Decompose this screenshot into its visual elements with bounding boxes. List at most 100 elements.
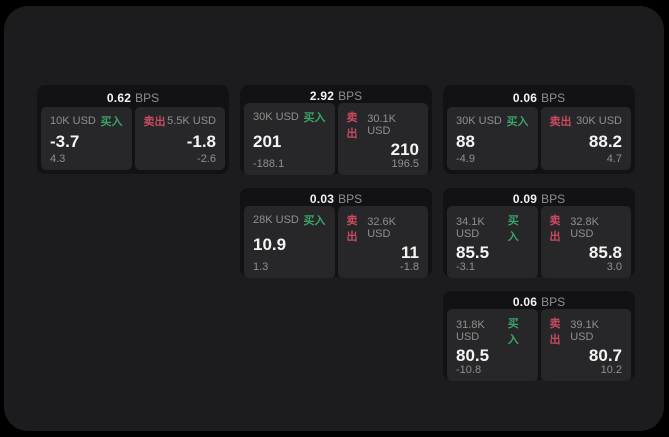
bps-unit-label: BPS: [338, 192, 363, 206]
sell-side-label: 卖出: [549, 116, 572, 128]
card-body: 34.1K USD 买入 85.5 -3.1 卖出 32.8K USD 85.8…: [447, 206, 631, 278]
buy-price: 10.9: [253, 235, 287, 254]
buy-price: -3.7: [50, 131, 80, 151]
bps-value: 0.03: [309, 192, 335, 206]
card-header: 0.06 BPS: [447, 295, 631, 309]
sell-panel[interactable]: 卖出 30.1K USD 210 196.5: [337, 103, 428, 175]
buy-amount: 31.8K USD: [456, 319, 485, 343]
buy-side-label: 买入: [507, 215, 519, 243]
buy-price: 85.5: [456, 243, 490, 262]
buy-panel[interactable]: 34.1K USD 买入 85.5 -3.1: [447, 206, 538, 278]
bps-unit-label: BPS: [541, 192, 566, 206]
buy-panel[interactable]: 31.8K USD 买入 80.5 -10.8: [447, 309, 538, 381]
buy-side-label: 买入: [303, 215, 326, 227]
sell-amount: 5.5K USD: [167, 115, 216, 127]
sell-top-row: 卖出 30K USD: [550, 113, 623, 129]
app-panel: 0.62 BPS 10K USD 买入 -3.7 4.3 卖出 5.5K USD…: [4, 6, 664, 431]
buy-change: -3.1: [456, 261, 475, 273]
quote-card: 0.09 BPS 34.1K USD 买入 85.5 -3.1 卖出 32.8K…: [443, 188, 635, 278]
sell-top-row: 卖出 39.1K USD: [550, 315, 623, 347]
buy-side-label: 买入: [507, 318, 519, 346]
sell-panel[interactable]: 卖出 39.1K USD 80.7 10.2: [540, 309, 631, 381]
quote-card: 0.06 BPS 31.8K USD 买入 80.5 -10.8 卖出 39.1…: [443, 291, 635, 381]
sell-change: -2.6: [197, 153, 216, 165]
sell-change: 3.0: [606, 261, 622, 273]
buy-price: 80.5: [456, 346, 490, 365]
quote-card: 2.92 BPS 30K USD 买入 201 -188.1 卖出 30.1K …: [240, 85, 432, 175]
card-body: 28K USD 买入 10.9 1.3 卖出 32.6K USD 11 -1.8: [244, 206, 428, 278]
buy-amount: 30K USD: [253, 111, 299, 123]
buy-side-label: 买入: [303, 112, 326, 124]
card-body: 10K USD 买入 -3.7 4.3 卖出 5.5K USD -1.8 -2.…: [41, 107, 225, 170]
quotes-grid: 0.62 BPS 10K USD 买入 -3.7 4.3 卖出 5.5K USD…: [37, 85, 635, 381]
card-header: 0.03 BPS: [244, 192, 428, 206]
sell-price: 85.8: [588, 243, 622, 262]
sell-price: 88.2: [588, 131, 622, 151]
quote-card: 0.03 BPS 28K USD 买入 10.9 1.3 卖出 32.6K US…: [240, 188, 432, 278]
sell-side-label: 卖出: [549, 318, 561, 346]
bps-value: 0.62: [106, 91, 132, 105]
sell-price: 210: [390, 140, 419, 159]
buy-side-label: 买入: [506, 116, 529, 128]
sell-panel[interactable]: 卖出 32.6K USD 11 -1.8: [337, 206, 428, 278]
sell-price: 80.7: [588, 346, 622, 365]
card-body: 30K USD 买入 201 -188.1 卖出 30.1K USD 210 1…: [244, 103, 428, 175]
bps-unit-label: BPS: [541, 91, 566, 105]
card-header: 0.62 BPS: [41, 89, 225, 107]
buy-price: 201: [253, 132, 282, 151]
sell-top-row: 卖出 5.5K USD: [144, 113, 217, 129]
buy-panel[interactable]: 10K USD 买入 -3.7 4.3: [41, 107, 132, 170]
buy-panel[interactable]: 30K USD 买入 201 -188.1: [244, 103, 335, 175]
sell-side-label: 卖出: [346, 215, 358, 243]
sell-top-row: 卖出 30.1K USD: [347, 109, 420, 141]
sell-change: 196.5: [391, 158, 419, 170]
sell-change: 10.2: [600, 364, 622, 376]
buy-change: 1.3: [253, 261, 269, 273]
sell-price: 11: [401, 243, 419, 262]
sell-panel[interactable]: 卖出 5.5K USD -1.8 -2.6: [134, 107, 225, 170]
sell-change: 4.7: [606, 153, 622, 165]
buy-panel[interactable]: 30K USD 买入 88 -4.9: [447, 107, 538, 170]
sell-amount: 32.6K USD: [367, 216, 396, 240]
card-header: 0.09 BPS: [447, 192, 631, 206]
buy-top-row: 31.8K USD 买入: [456, 315, 529, 347]
buy-top-row: 30K USD 买入: [456, 113, 529, 129]
quote-card: 0.62 BPS 10K USD 买入 -3.7 4.3 卖出 5.5K USD…: [37, 85, 229, 174]
card-body: 30K USD 买入 88 -4.9 卖出 30K USD 88.2 4.7: [447, 107, 631, 170]
bps-value: 2.92: [309, 89, 335, 103]
buy-top-row: 30K USD 买入: [253, 109, 326, 125]
sell-side-label: 卖出: [346, 112, 358, 140]
bps-unit-label: BPS: [135, 91, 160, 105]
buy-amount: 34.1K USD: [456, 216, 485, 240]
buy-top-row: 10K USD 买入: [50, 113, 123, 129]
buy-side-label: 买入: [100, 116, 123, 128]
bps-value: 0.06: [512, 295, 538, 309]
sell-side-label: 卖出: [143, 116, 166, 128]
buy-panel[interactable]: 28K USD 买入 10.9 1.3: [244, 206, 335, 278]
buy-price: 88: [456, 131, 475, 151]
sell-top-row: 卖出 32.8K USD: [550, 212, 623, 244]
card-header: 2.92 BPS: [244, 89, 428, 103]
sell-amount: 30.1K USD: [367, 113, 396, 137]
bps-unit-label: BPS: [338, 89, 363, 103]
buy-amount: 30K USD: [456, 115, 502, 127]
buy-amount: 10K USD: [50, 115, 96, 127]
buy-change: -4.9: [456, 153, 475, 165]
sell-side-label: 卖出: [549, 215, 561, 243]
sell-panel[interactable]: 卖出 30K USD 88.2 4.7: [540, 107, 631, 170]
buy-change: -188.1: [253, 158, 285, 170]
sell-amount: 39.1K USD: [570, 319, 599, 343]
sell-amount: 32.8K USD: [570, 216, 599, 240]
bps-value: 0.09: [512, 192, 538, 206]
sell-amount: 30K USD: [576, 115, 622, 127]
bps-value: 0.06: [512, 91, 538, 105]
bps-unit-label: BPS: [541, 295, 566, 309]
sell-panel[interactable]: 卖出 32.8K USD 85.8 3.0: [540, 206, 631, 278]
sell-change: -1.8: [400, 261, 419, 273]
buy-amount: 28K USD: [253, 214, 299, 226]
buy-top-row: 34.1K USD 买入: [456, 212, 529, 244]
sell-price: -1.8: [186, 131, 216, 151]
sell-top-row: 卖出 32.6K USD: [347, 212, 420, 244]
card-header: 0.06 BPS: [447, 89, 631, 107]
